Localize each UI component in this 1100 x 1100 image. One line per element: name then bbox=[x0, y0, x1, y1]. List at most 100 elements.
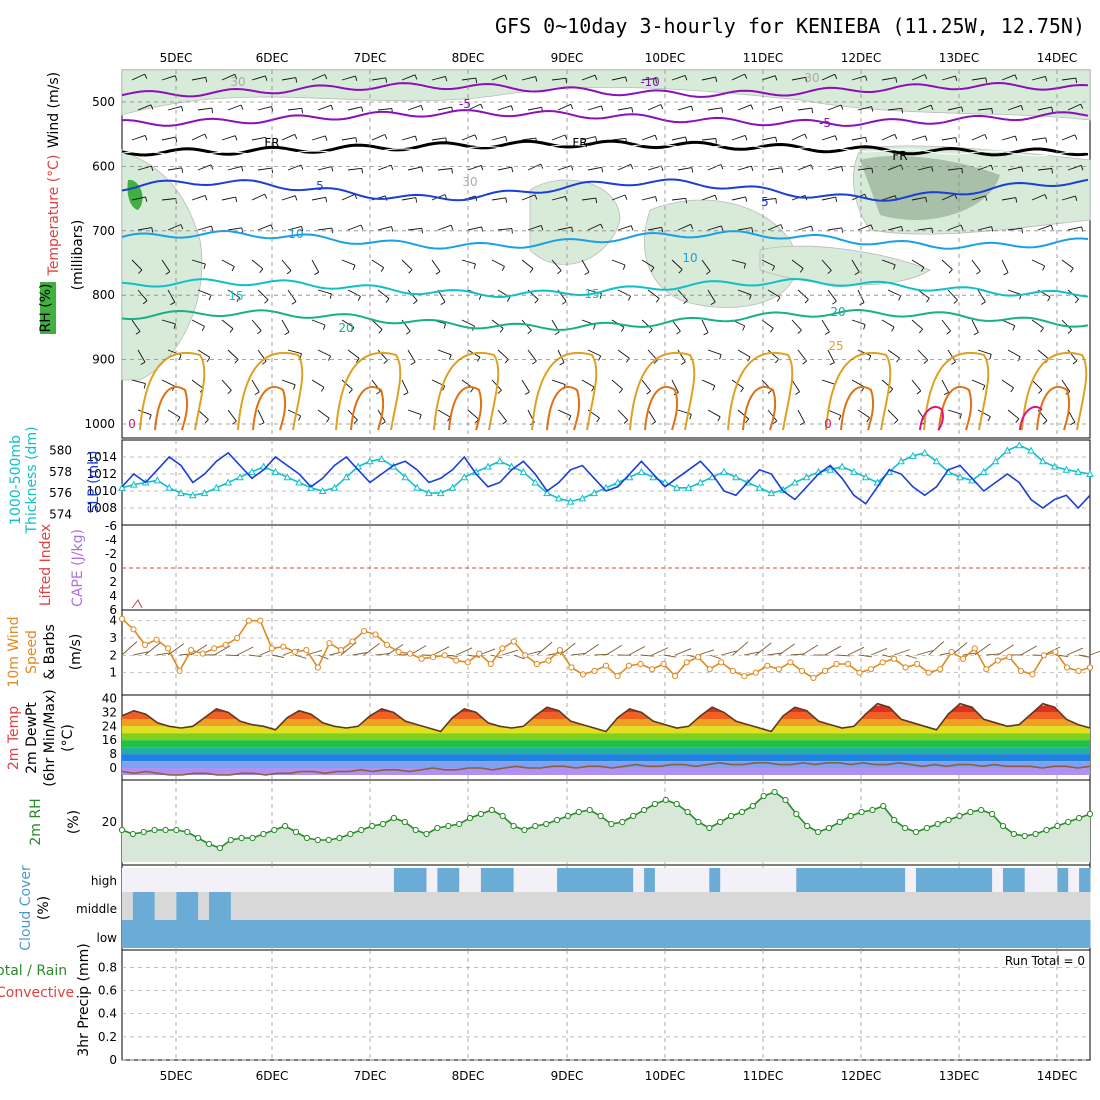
thickness-line-point bbox=[401, 473, 410, 481]
contour-line bbox=[1021, 351, 1088, 431]
wind-barb bbox=[340, 641, 357, 656]
wind-barb bbox=[357, 296, 361, 302]
rh-line-point bbox=[173, 826, 180, 834]
wind-barb bbox=[1043, 646, 1061, 656]
wind-barb bbox=[917, 227, 932, 231]
wind-barb bbox=[540, 225, 544, 231]
wind-barb bbox=[191, 319, 205, 327]
wind-tick: 1 bbox=[109, 666, 117, 680]
wind-barb bbox=[405, 330, 411, 335]
wind-barb bbox=[317, 349, 331, 357]
wind-speed-line-point bbox=[637, 660, 644, 668]
wind-barb bbox=[630, 164, 634, 170]
cloud-cell bbox=[393, 868, 406, 892]
wind-barb bbox=[887, 225, 902, 231]
wind-barb bbox=[623, 419, 629, 424]
cloud-cell bbox=[317, 920, 330, 948]
contour-label: -5 bbox=[819, 116, 831, 130]
cloud-cell bbox=[709, 868, 721, 892]
axis-label-rh2m-unit: (%) bbox=[66, 810, 82, 834]
thickness-line-point bbox=[1062, 465, 1071, 473]
slp-line bbox=[121, 451, 1091, 510]
thickness-line-point bbox=[519, 467, 528, 475]
cloud-cell bbox=[448, 868, 460, 892]
cloud-cell bbox=[872, 892, 884, 920]
temp-band bbox=[122, 733, 1090, 741]
wind-barb bbox=[595, 198, 598, 204]
wind-barb bbox=[641, 196, 656, 201]
wind-barb bbox=[797, 409, 805, 423]
thickness-line-point bbox=[661, 478, 669, 486]
wind-barb bbox=[772, 420, 778, 425]
wind-barb bbox=[327, 355, 332, 361]
wind-speed-line-point bbox=[383, 641, 391, 649]
cloud-cell bbox=[763, 920, 776, 948]
cloud-cell bbox=[600, 892, 612, 920]
wind-barb bbox=[801, 644, 819, 656]
rh-line-point bbox=[456, 820, 463, 828]
wind-barb bbox=[838, 415, 842, 421]
wind-barb bbox=[685, 198, 687, 204]
cloud-cell bbox=[372, 892, 384, 920]
wind-barb bbox=[701, 319, 709, 333]
rh-line-point bbox=[151, 826, 158, 834]
wind-barb bbox=[1061, 259, 1074, 269]
wind-speed-line-point bbox=[971, 645, 978, 652]
wind-barb bbox=[720, 164, 724, 170]
cloud-cell bbox=[644, 892, 656, 920]
wind-barb bbox=[767, 349, 779, 360]
wind-barb bbox=[568, 415, 572, 421]
cloud-cell bbox=[372, 868, 384, 892]
rh-line-point bbox=[923, 824, 931, 832]
li-tick: 4 bbox=[109, 589, 117, 603]
wind-barb bbox=[505, 136, 508, 142]
wind-barb bbox=[450, 225, 454, 231]
axis-label-thickness: 1000-500mb bbox=[8, 435, 24, 525]
wind-barb bbox=[167, 224, 182, 231]
rh-line-point bbox=[238, 834, 245, 842]
contour-label: FR bbox=[892, 149, 907, 163]
cloud-cell bbox=[1035, 868, 1047, 892]
contour-line bbox=[840, 385, 875, 431]
wind-barb bbox=[270, 224, 274, 230]
wind-barb bbox=[744, 73, 748, 79]
cloud-cell bbox=[480, 892, 493, 920]
wind-barb bbox=[371, 134, 386, 141]
wind-barb bbox=[1017, 356, 1021, 362]
wind-barb bbox=[721, 650, 737, 656]
wind-barb bbox=[407, 227, 422, 231]
wind-barb bbox=[133, 651, 149, 656]
wind-barb bbox=[206, 357, 211, 362]
wind-barb bbox=[714, 195, 718, 201]
wind-barb bbox=[851, 319, 866, 326]
wind-barb bbox=[977, 289, 986, 303]
wind-barb bbox=[948, 269, 953, 274]
wind-barb bbox=[232, 420, 237, 425]
wind-barb bbox=[234, 135, 238, 141]
wind-speed-line-point bbox=[1052, 648, 1059, 656]
wind-barb bbox=[941, 319, 951, 332]
wind-barb bbox=[748, 294, 752, 300]
wind-barb bbox=[150, 104, 154, 110]
thickness-line-point bbox=[543, 489, 551, 497]
wind-barb bbox=[977, 349, 992, 355]
wind-barb bbox=[707, 107, 722, 111]
contour-label: -5 bbox=[459, 97, 471, 111]
cloud-cell bbox=[285, 868, 297, 892]
thickness-line-point bbox=[248, 467, 256, 475]
thickness-line-point bbox=[118, 483, 126, 491]
wind-barb bbox=[859, 302, 865, 306]
wind-barb bbox=[797, 329, 802, 334]
wind-barb bbox=[881, 133, 895, 141]
rh-line-point bbox=[390, 814, 397, 822]
wind-barb bbox=[911, 379, 922, 392]
wind-barb bbox=[881, 259, 896, 266]
wind-barb bbox=[190, 644, 208, 656]
rh-line-point bbox=[347, 830, 354, 838]
wind-barb bbox=[1031, 75, 1046, 81]
wind-barb bbox=[1061, 77, 1076, 81]
thickness-line-point bbox=[165, 483, 174, 491]
date-label: 11DEC bbox=[743, 51, 783, 65]
contour-line bbox=[919, 405, 944, 431]
wind-barb bbox=[401, 379, 409, 393]
